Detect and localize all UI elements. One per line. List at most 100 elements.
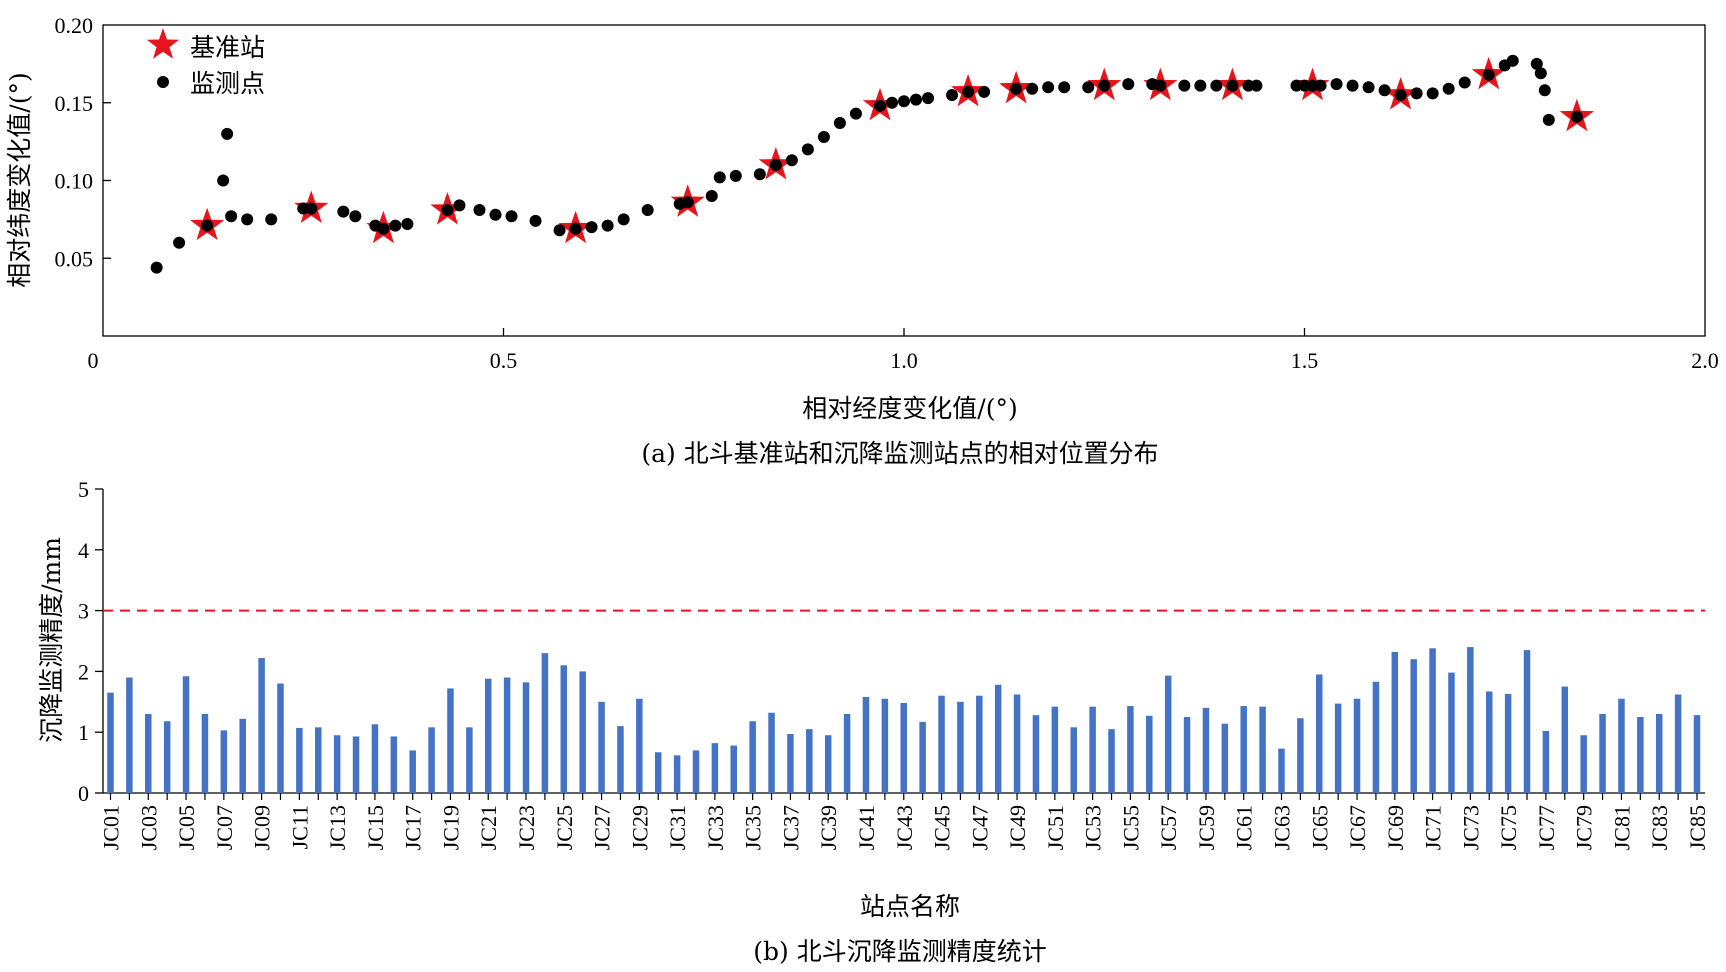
monitor-point [1250, 79, 1263, 92]
precision-bar [843, 713, 851, 793]
b-xtick-label: JC17 [401, 805, 426, 850]
precision-bar [541, 653, 549, 793]
monitor-point [217, 174, 230, 187]
precision-bar [730, 745, 738, 793]
a-xtick-label: 0.5 [490, 348, 518, 373]
monitor-point [473, 204, 486, 217]
monitor-point [553, 224, 566, 237]
precision-bar [163, 721, 171, 793]
monitor-point [489, 208, 502, 221]
b-xtick-label: JC69 [1383, 805, 1408, 850]
monitor-point [946, 88, 959, 101]
b-xtick-label: JC11 [287, 805, 312, 849]
monitor-point [1378, 84, 1391, 97]
precision-bar [1580, 735, 1587, 793]
b-xtick-label: JC05 [174, 805, 199, 850]
monitor-point [1506, 54, 1519, 67]
b-xtick-label: JC13 [325, 805, 350, 850]
precision-bar [484, 678, 492, 793]
precision-bar [1429, 648, 1436, 793]
b-xtick-label: JC15 [363, 805, 388, 850]
panel-b-caption: (b) 北斗沉降监测精度统计 [753, 937, 1046, 966]
monitor-point [265, 213, 278, 226]
panel-b-bars [107, 647, 1701, 793]
precision-bar [1221, 723, 1229, 793]
precision-bar [1693, 715, 1701, 793]
monitor-point [201, 219, 214, 232]
b-xtick-label: JC85 [1685, 805, 1710, 850]
precision-bar [1202, 707, 1210, 793]
precision-bar [220, 730, 228, 793]
a-ytick-label: 0.15 [55, 91, 94, 116]
monitor-point [1330, 78, 1343, 91]
b-xtick-label: JC73 [1458, 805, 1483, 850]
b-xtick-label: JC67 [1345, 805, 1370, 850]
monitor-point [962, 85, 975, 98]
monitor-point [389, 219, 402, 232]
precision-bar [617, 726, 624, 793]
panel-a-points [150, 54, 1594, 274]
precision-bar [1542, 730, 1550, 793]
precision-bar [1637, 717, 1644, 793]
precision-bar [560, 665, 568, 793]
precision-bar [1410, 659, 1417, 793]
b-ytick-label: 0 [78, 781, 89, 806]
monitor-point [617, 213, 630, 226]
monitor-point [150, 261, 163, 274]
monitor-point [1570, 110, 1583, 123]
precision-bar [409, 750, 416, 793]
panel-a-caption: (a) 北斗基准站和沉降监测站点的相对位置分布 [641, 439, 1158, 468]
precision-bar [1240, 706, 1247, 793]
panel-b-bar: 0 1 2 3 4 5 JC01 JC03 JC05 JC07 JC09 JC11 JC13 JC15 JC… [37, 477, 1710, 966]
precision-bar [1618, 698, 1625, 793]
monitor-point [1394, 88, 1407, 101]
legend-label-station: 基准站 [190, 33, 265, 62]
precision-bar [938, 695, 945, 793]
b-xtick-label: JC47 [967, 805, 992, 850]
precision-bar [768, 712, 775, 793]
b-ytick-label: 1 [78, 720, 89, 745]
precision-bar [296, 727, 303, 793]
b-xtick-label: JC81 [1610, 805, 1635, 850]
monitor-point [817, 130, 830, 143]
b-xtick-label: JC39 [816, 805, 841, 850]
monitor-point [225, 210, 238, 223]
monitor-point [1362, 81, 1375, 94]
monitor-point [729, 169, 742, 182]
precision-bar [1013, 694, 1021, 793]
precision-bar [201, 713, 209, 793]
monitor-point [1410, 87, 1423, 100]
b-xtick-label: JC83 [1647, 805, 1672, 850]
precision-bar [994, 684, 1002, 793]
monitor-point [1098, 79, 1111, 92]
precision-bar [107, 692, 114, 793]
precision-bar [1089, 706, 1096, 793]
monitor-point [349, 210, 362, 223]
monitor-point [769, 158, 782, 171]
precision-bar [1448, 672, 1455, 793]
monitor-point [1538, 84, 1551, 97]
monitor-point [910, 93, 923, 106]
monitor-point [1010, 82, 1023, 95]
precision-bar [315, 727, 322, 793]
b-xtick-label: JC37 [778, 805, 803, 850]
b-xtick-label: JC79 [1572, 805, 1597, 850]
b-xtick-label: JC27 [590, 805, 615, 850]
b-xtick-label: JC53 [1081, 805, 1106, 850]
b-xtick-label: JC33 [703, 805, 728, 850]
panel-b-ylabel: 沉降监测精度/mm [37, 537, 66, 743]
monitor-point [1122, 78, 1135, 91]
b-xtick-label: JC09 [250, 805, 275, 850]
precision-bar [654, 752, 662, 793]
monitor-point [505, 210, 518, 223]
precision-bar [333, 735, 341, 793]
precision-bar [466, 727, 473, 793]
monitor-point [401, 218, 414, 231]
b-xtick-label: JC45 [930, 805, 955, 850]
precision-bar [824, 735, 832, 793]
monitor-point [885, 96, 898, 109]
precision-bar [182, 676, 190, 793]
monitor-point [1210, 79, 1223, 92]
monitor-point [529, 214, 542, 227]
precision-bar [503, 677, 511, 793]
